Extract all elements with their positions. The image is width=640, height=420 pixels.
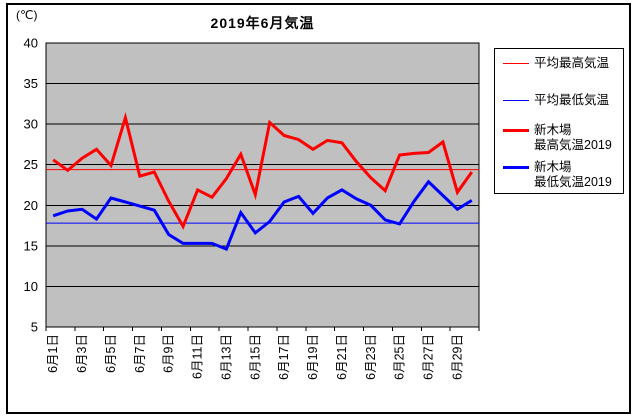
series-line xyxy=(52,112,474,230)
x-axis-tick-label: 6月3日 xyxy=(75,334,89,373)
legend-item-shinkiba-max: 新木場 最高気温2019 xyxy=(503,123,612,153)
x-axis-tick-label: 6月5日 xyxy=(104,334,118,373)
series-line xyxy=(52,179,473,252)
y-axis-tick-label: 20 xyxy=(24,198,38,213)
x-axis-tick-label: 6月15日 xyxy=(248,334,262,380)
legend-label-avg-max: 平均最高気温 xyxy=(534,56,610,70)
x-axis-tick-label: 6月21日 xyxy=(335,334,349,380)
legend-label-shinkiba-min-line2: 最低気温2019 xyxy=(534,175,612,189)
x-axis-tick-label: 6月27日 xyxy=(422,334,436,380)
y-axis-tick-label: 15 xyxy=(24,238,38,253)
legend-label-shinkiba-max-line2: 最高気温2019 xyxy=(534,138,612,152)
chart-title: 2019年6月気温 xyxy=(210,15,315,31)
legend-item-avg-min: 平均最低気温 xyxy=(503,93,609,108)
x-axis-tick-label: 6月29日 xyxy=(450,334,464,380)
x-axis-tick-label: 6月9日 xyxy=(162,334,176,373)
x-axis-tick-label: 6月17日 xyxy=(277,334,291,380)
legend-line-sample-avg-max xyxy=(503,63,529,64)
x-axis-tick-label: 6月19日 xyxy=(306,334,320,380)
y-axis-tick-label: 30 xyxy=(24,117,38,132)
y-axis-unit-label: (℃) xyxy=(16,8,38,22)
legend-line-sample-shinkiba-min xyxy=(503,166,529,169)
x-axis-tick-label: 6月1日 xyxy=(46,334,60,373)
legend-label-shinkiba-max-line1: 新木場 xyxy=(534,123,572,137)
y-axis-tick-label: 35 xyxy=(24,76,38,91)
legend-item-avg-max: 平均最高気温 xyxy=(503,56,609,71)
y-axis-tick-label: 5 xyxy=(31,320,38,335)
legend-item-shinkiba-min: 新木場 最低気温2019 xyxy=(503,160,612,190)
legend-label-avg-min: 平均最低気温 xyxy=(534,93,610,107)
x-axis-tick-label: 6月13日 xyxy=(219,334,233,380)
x-axis-tick-label: 6月11日 xyxy=(191,334,205,379)
x-axis-tick-label: 6月23日 xyxy=(364,334,378,380)
y-axis-tick-label: 40 xyxy=(24,36,38,51)
y-axis-tick-label: 10 xyxy=(24,279,38,294)
legend: 平均最高気温 平均最低気温 新木場 最高気温2019 新木場 最低気温2019 xyxy=(494,48,624,194)
y-axis-tick-label: 25 xyxy=(24,157,38,172)
legend-line-sample-shinkiba-max xyxy=(503,129,529,132)
legend-label-shinkiba-min-line1: 新木場 xyxy=(534,160,572,174)
legend-line-sample-avg-min xyxy=(503,100,529,101)
x-axis-tick-label: 6月7日 xyxy=(133,334,147,373)
x-axis-tick-label: 6月25日 xyxy=(393,334,407,380)
